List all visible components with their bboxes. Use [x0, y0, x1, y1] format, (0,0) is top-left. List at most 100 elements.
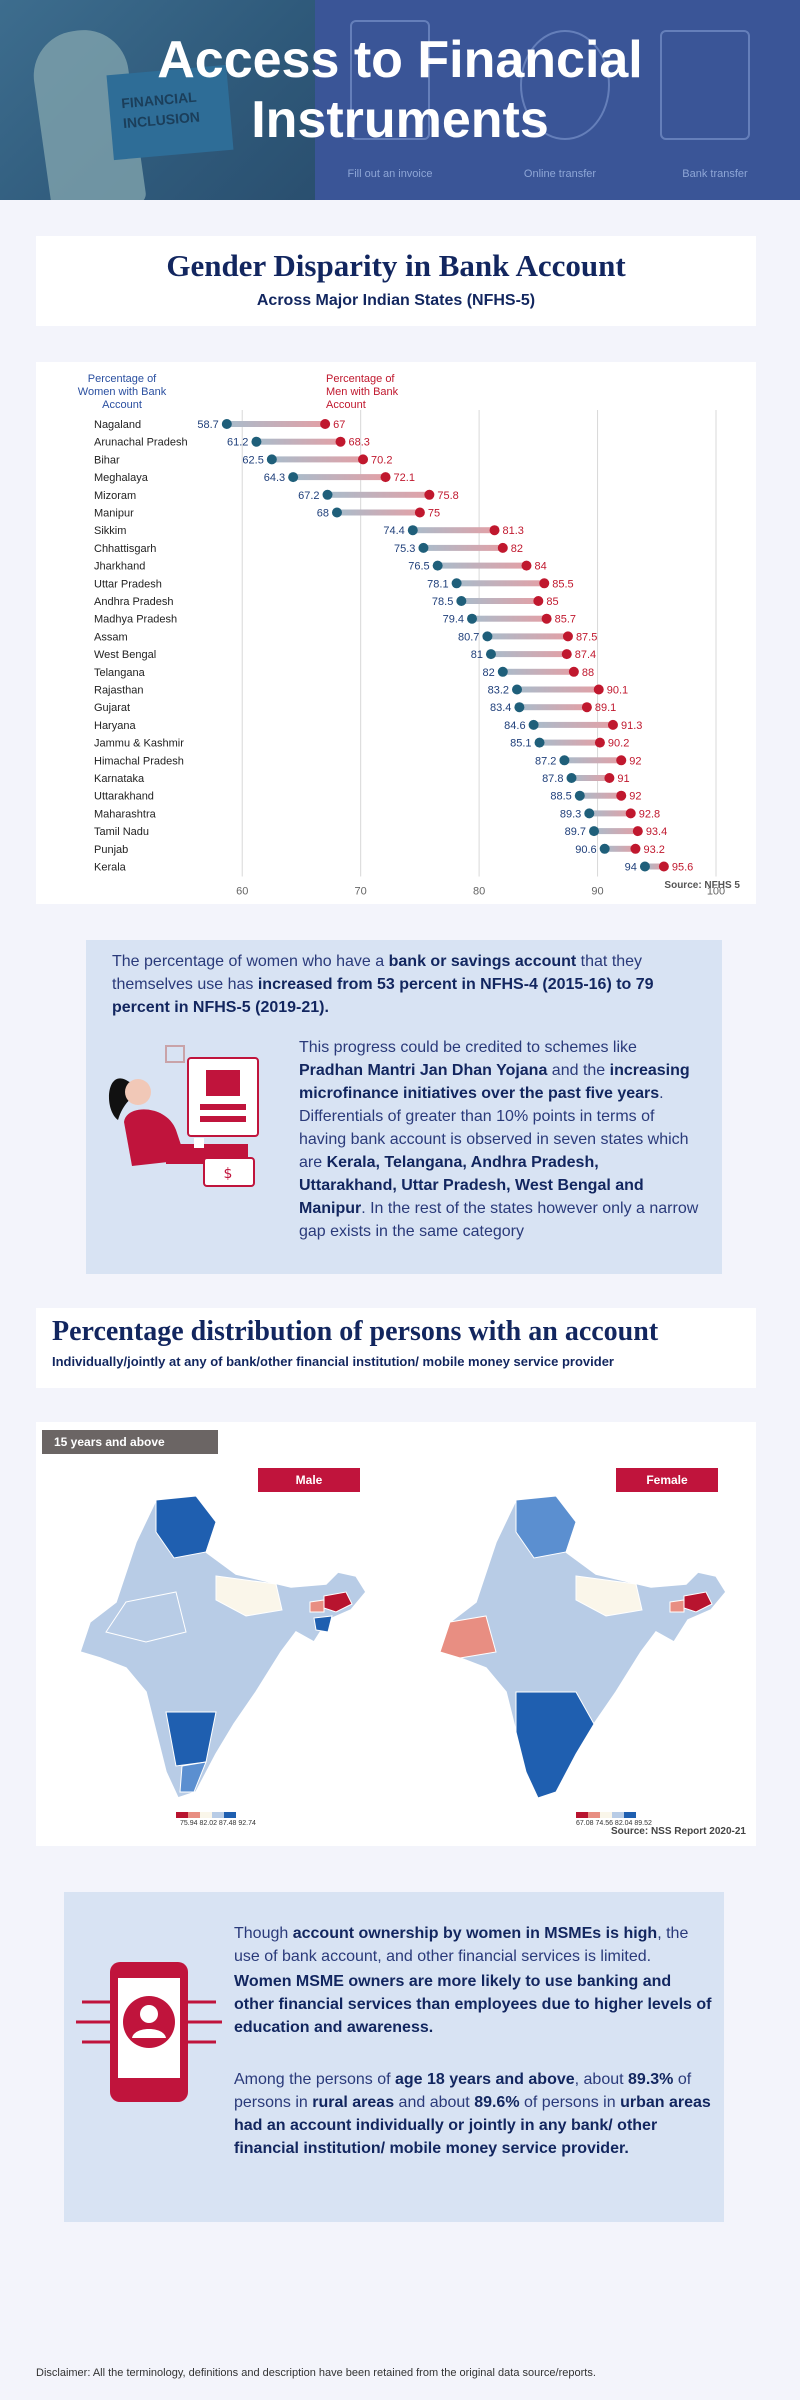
women-point	[432, 560, 443, 571]
legend-women-line2: Women with Bank	[78, 386, 167, 398]
page-title-line2: Instruments	[251, 91, 549, 149]
women-point	[418, 542, 429, 553]
women-point	[559, 755, 570, 766]
women-point	[221, 419, 232, 429]
state-label: Haryana	[94, 720, 136, 732]
men-point	[497, 542, 508, 553]
men-point	[539, 578, 550, 589]
dumbbell-bar	[539, 739, 600, 746]
gender-disparity-title: Gender Disparity in Bank Account	[166, 248, 626, 283]
women-value-label: 88.5	[550, 791, 571, 803]
women-value-label: 61.2	[227, 437, 248, 449]
dumbbell-bar	[472, 615, 547, 622]
men-value-label: 68.3	[349, 437, 370, 449]
men-value-label: 90.1	[607, 685, 628, 697]
women-point	[534, 737, 545, 748]
men-point	[561, 649, 572, 660]
men-value-label: 82	[511, 543, 523, 555]
msme-text-3f: rural areas	[312, 2094, 395, 2111]
msme-text-3e: of persons in	[234, 2071, 692, 2111]
dumbbell-bar	[487, 633, 568, 640]
women-value-label: 90.6	[575, 844, 596, 856]
men-value-label: 93.2	[643, 844, 664, 856]
men-point	[604, 773, 615, 783]
state-label: Nagaland	[94, 419, 141, 431]
men-value-label: 85.5	[552, 578, 573, 590]
x-tick-label: 70	[355, 886, 367, 898]
men-value-label: 70.2	[371, 454, 392, 466]
women-value-label: 83.2	[488, 685, 509, 697]
women-value-label: 58.7	[197, 419, 218, 431]
men-value-label: 90.2	[608, 738, 629, 750]
men-point	[568, 666, 579, 677]
women-point	[512, 684, 523, 695]
state-label: Uttarakhand	[94, 791, 154, 803]
intro-text-b: bank or savings account	[388, 953, 577, 970]
women-value-label: 78.1	[427, 578, 448, 590]
state-label: Jammu & Kashmir	[94, 738, 184, 750]
men-value-label: 93.4	[646, 826, 667, 838]
women-point	[288, 472, 299, 483]
dumbbell-bar	[336, 509, 420, 516]
msme-text-2: Women MSME owners are more likely to use…	[234, 1973, 712, 2036]
body-text-d: increasing microfinance initiatives over…	[299, 1062, 690, 1102]
body-text-a: This progress could be credited to schem…	[299, 1039, 637, 1056]
women-point	[331, 507, 342, 518]
men-point	[489, 525, 500, 536]
state-label: Telangana	[94, 667, 146, 679]
state-label: Chhattisgarh	[94, 543, 156, 555]
x-tick-label: 100	[707, 886, 725, 898]
state-label: Jharkhand	[94, 561, 145, 573]
men-point	[616, 755, 627, 766]
msme-text-3d: 89.3%	[628, 2071, 674, 2088]
dumbbell-chart: 60 70 80 90 100 Nagaland 58.7 67 Arunachal Prad…	[78, 373, 741, 898]
msme-text-1b: account ownership by women in MSMEs is h…	[292, 1925, 658, 1942]
men-point	[521, 560, 532, 571]
info-intro-text: The percentage of women who have a bank …	[112, 950, 702, 1019]
men-value-label: 75	[428, 508, 440, 520]
svg-text:$: $	[224, 1166, 233, 1182]
msme-text-1c: , the use of bank account, and other fin…	[234, 1925, 689, 1965]
state-label: Madhya Pradesh	[94, 614, 177, 626]
male-map-label: Male	[258, 1468, 360, 1492]
women-value-label: 64.3	[264, 472, 285, 484]
women-value-label: 84.6	[504, 720, 525, 732]
women-point	[514, 702, 525, 713]
invoice-caption: Fill out an invoice	[347, 168, 433, 180]
state-label: Assam	[94, 631, 128, 643]
men-point	[414, 507, 425, 518]
disclaimer: Disclaimer: All the terminology, definit…	[36, 2367, 596, 2379]
state-label: Andhra Pradesh	[94, 596, 174, 608]
state-label: Sikkim	[94, 525, 126, 537]
info-body-text: This progress could be credited to schem…	[299, 1036, 699, 1243]
men-value-label: 67	[333, 419, 345, 431]
dumbbell-bar	[490, 651, 567, 658]
women-account-info-box: The percentage of women who have a bank …	[86, 940, 722, 1274]
women-point	[584, 808, 595, 819]
page-title-line1: Access to Financial	[157, 31, 643, 89]
female-india-map	[439, 1495, 727, 1818]
msme-text-3i: of persons in	[519, 2094, 621, 2111]
men-point	[581, 702, 592, 713]
msme-text-1: Though account ownership by women in MSM…	[234, 1922, 714, 1968]
men-value-label: 89.1	[595, 702, 616, 714]
women-point	[407, 525, 418, 536]
state-label: Punjab	[94, 844, 128, 856]
women-point	[497, 666, 508, 677]
dumbbell-bar	[502, 668, 574, 675]
invoice-icon	[350, 20, 430, 140]
state-label: Rajasthan	[94, 685, 144, 697]
bank-transfer-icon	[660, 30, 750, 140]
women-value-label: 80.7	[458, 631, 479, 643]
gender-disparity-subtitle: Across Major Indian States (NFHS-5)	[256, 292, 536, 309]
men-value-label: 85.7	[555, 614, 576, 626]
state-label: Himachal Pradesh	[94, 755, 184, 767]
intro-text-a: The percentage of women who have a	[112, 953, 389, 970]
legend-men-line3: Account	[326, 399, 366, 411]
women-point	[467, 613, 478, 624]
state-label: Arunachal Pradesh	[94, 437, 188, 449]
legend-men-line1: Percentage of	[326, 373, 395, 385]
female-map-label: Female	[616, 1468, 718, 1492]
women-value-label: 83.4	[490, 702, 511, 714]
men-point	[607, 719, 618, 730]
